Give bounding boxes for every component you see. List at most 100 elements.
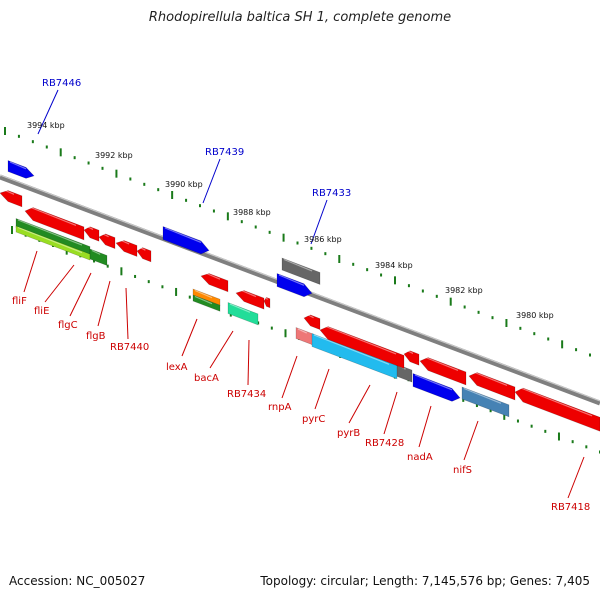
gene-green-2 [89, 248, 108, 266]
gene-forward-shine [278, 274, 305, 286]
gene-rb7439 [162, 226, 210, 255]
tick-label: 3988 kbp [233, 208, 271, 217]
gene-steel-shine [463, 387, 502, 404]
gene-lightgreen-1 [15, 225, 91, 261]
tick-label: 3980 kbp [516, 311, 554, 320]
gene-fliE [83, 226, 100, 242]
lower-gene-label: lexA [166, 362, 188, 373]
gene-rb7433-shine [283, 258, 313, 272]
lower-leader-line [97, 280, 111, 327]
gene-pink [295, 327, 315, 346]
lower-leader-line [125, 287, 129, 340]
tick-label: 3994 kbp [27, 121, 65, 130]
gene-pink-shine [297, 328, 308, 334]
upper-leader-line [202, 158, 221, 204]
gene-aqua-shine [229, 303, 251, 313]
lower-gene-label: fliF [12, 296, 27, 307]
lower-leader-line [181, 318, 198, 357]
lower-gene-label: RB7428 [365, 438, 404, 449]
gene-rev-1-shine [1, 188, 15, 195]
gene-bacA-shine [237, 288, 257, 298]
gene-rb7418-shine [516, 385, 593, 417]
gene-green-3-shine [194, 295, 213, 305]
lower-leader-line [463, 420, 479, 461]
gene-fliE-shine [85, 225, 94, 230]
gene-rb7418 [514, 387, 600, 432]
lower-leader-line [418, 405, 432, 448]
lower-leader-line [44, 264, 75, 303]
gene-rb7446 [7, 160, 35, 179]
gene-flgB [115, 240, 138, 257]
gene-nadA-fwd [412, 373, 461, 402]
lower-leader-line [69, 272, 92, 317]
tick-label: 3982 kbp [445, 286, 483, 295]
lower-leader-line [348, 384, 371, 424]
gene-fliF [24, 207, 85, 241]
upper-leader-line [37, 89, 59, 135]
gene-cyan [311, 333, 398, 380]
gene-flgB-shine [117, 238, 130, 245]
gene-flgC-shine [100, 232, 109, 238]
lower-leader-line [314, 368, 330, 410]
lower-gene-label: flgB [86, 331, 106, 342]
lower-leader-line [209, 330, 234, 369]
upper-gene-label: RB7439 [205, 147, 244, 158]
gene-rb7439-shine [164, 227, 202, 243]
lower-leader-line [281, 355, 298, 399]
gene-nadA-shine [421, 355, 459, 371]
gene-orange-shine [194, 289, 213, 299]
gene-aqua [227, 302, 259, 326]
gene-rb7428 [403, 350, 420, 366]
upper-leader-line [310, 199, 328, 245]
tick-label: 3984 kbp [375, 261, 413, 270]
gene-cyan-shine [313, 334, 390, 365]
tick-label: 3990 kbp [165, 180, 203, 189]
lower-gene-label: rnpA [268, 402, 292, 413]
lower-leader-line [567, 456, 585, 499]
lower-leader-line [23, 250, 38, 293]
tick-label: 3986 kbp [304, 235, 342, 244]
gene-bacA [235, 290, 265, 310]
gene-fliF-shine [26, 205, 77, 226]
gene-nifS-shine [470, 370, 508, 386]
lower-gene-label: flgC [58, 320, 78, 331]
gene-rb7428-shine [405, 349, 414, 354]
lower-gene-label: RB7440 [110, 342, 149, 353]
gene-green-3 [192, 294, 221, 312]
gene-lightgreen-1-shine [17, 226, 83, 254]
gene-green-1-shine [17, 219, 83, 246]
gene-rb7446-shine [9, 161, 27, 170]
gene-forward [276, 273, 313, 298]
gene-rb7433 [281, 257, 321, 285]
gene-steel [461, 386, 510, 418]
upper-gene-label: RB7446 [42, 78, 81, 89]
gene-green-2-shine [91, 249, 101, 255]
lower-gene-label: RB7434 [227, 389, 266, 400]
lower-gene-label: nadA [407, 452, 433, 463]
gene-rb7434-shine [265, 297, 268, 300]
lower-gene-label: pyrB [337, 428, 360, 439]
gene-rev-1 [0, 190, 23, 208]
tick-label: 3992 kbp [95, 151, 133, 160]
map-title: Rhodopirellula baltica SH 1, complete ge… [148, 10, 452, 25]
gene-flgC [98, 233, 116, 250]
gene-nifS [468, 372, 516, 401]
upper-gene-label: RB7433 [312, 188, 351, 199]
gene-lexA [200, 273, 229, 293]
gene-nadA [419, 357, 467, 386]
gene-rb7440-shine [138, 246, 146, 251]
lower-gene-label: bacA [194, 373, 219, 384]
genome-summary-text: Topology: circular; Length: 7,145,576 bp… [260, 574, 590, 588]
lower-gene-label: fliE [34, 306, 49, 317]
lower-leader-line [247, 339, 250, 386]
gene-pyrC-shine [321, 324, 397, 355]
gene-pyrC [319, 326, 405, 369]
lower-gene-label: RB7418 [551, 502, 590, 513]
gene-nadA-fwd-shine [414, 374, 453, 391]
lower-gene-label: pyrC [302, 414, 325, 425]
lower-gene-label: nifS [453, 465, 472, 476]
lower-leader-line [383, 391, 398, 435]
accession-text: Accession: NC_005027 [9, 574, 146, 588]
gene-rnpA [303, 314, 321, 331]
gene-rb7434 [263, 297, 271, 309]
